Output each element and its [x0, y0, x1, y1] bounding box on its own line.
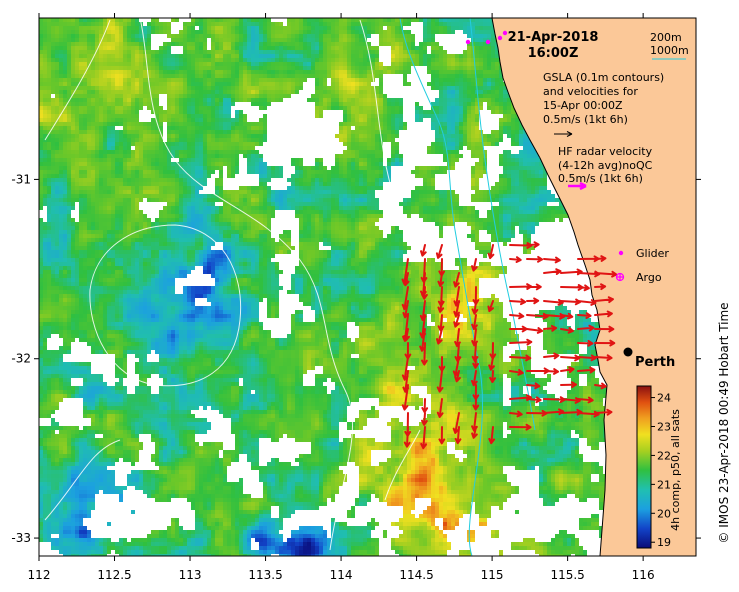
argo-legend-label: Argo: [636, 271, 662, 284]
gsla-legend-line: GSLA (0.1m contours): [543, 71, 664, 84]
hf-legend-line: 0.5m/s (1kt 6h): [558, 172, 643, 185]
x-tick-label: 112: [28, 568, 51, 582]
hf-legend-line: (4-12h avg)noQC: [558, 159, 653, 172]
glider-legend-marker: [619, 251, 623, 255]
glider-marker: [503, 31, 507, 35]
x-tick-label: 114: [330, 568, 353, 582]
colorbar-tick-label: 19: [657, 536, 671, 549]
colorbar: [637, 386, 651, 548]
glider-legend-label: Glider: [636, 247, 669, 260]
glider-marker: [486, 40, 490, 44]
hf-legend: HF radar velocity (4-12h avg)noQC 0.5m/s…: [558, 145, 653, 185]
colorbar-tick-label: 24: [657, 392, 671, 405]
gsla-legend-line: and velocities for: [543, 85, 638, 98]
x-tick-label: 112.5: [97, 568, 131, 582]
y-tick-label: -33: [11, 531, 31, 545]
x-tick-label: 114.5: [399, 568, 433, 582]
perth-label: Perth: [635, 355, 675, 370]
x-tick-label: 116: [632, 568, 655, 582]
glider-marker: [498, 36, 502, 40]
perth-marker: [624, 348, 633, 357]
isobath-200m-label: 200m: [650, 31, 682, 44]
x-tick-label: 113: [179, 568, 202, 582]
y-tick-label: -31: [11, 172, 31, 186]
x-tick-label: 115: [481, 568, 504, 582]
map-date: 21-Apr-2018: [508, 30, 599, 45]
isobath-1000m-label: 1000m: [650, 44, 689, 57]
x-tick-label: 113.5: [248, 568, 282, 582]
gsla-legend-line: 15-Apr 00:00Z: [543, 99, 623, 112]
glider-marker: [466, 40, 470, 44]
colorbar-label: 4h comp, p50, all sats: [669, 409, 682, 531]
hf-legend-line: HF radar velocity: [558, 145, 653, 158]
credit-text: © IMOS 23-Apr-2018 00:49 Hobart Time: [717, 302, 731, 543]
argo-legend-marker: [616, 273, 624, 281]
x-tick-label: 115.5: [550, 568, 584, 582]
map-time: 16:00Z: [528, 46, 579, 61]
y-tick-label: -32: [11, 352, 31, 366]
gsla-legend-line: 0.5m/s (1kt 6h): [543, 113, 628, 126]
